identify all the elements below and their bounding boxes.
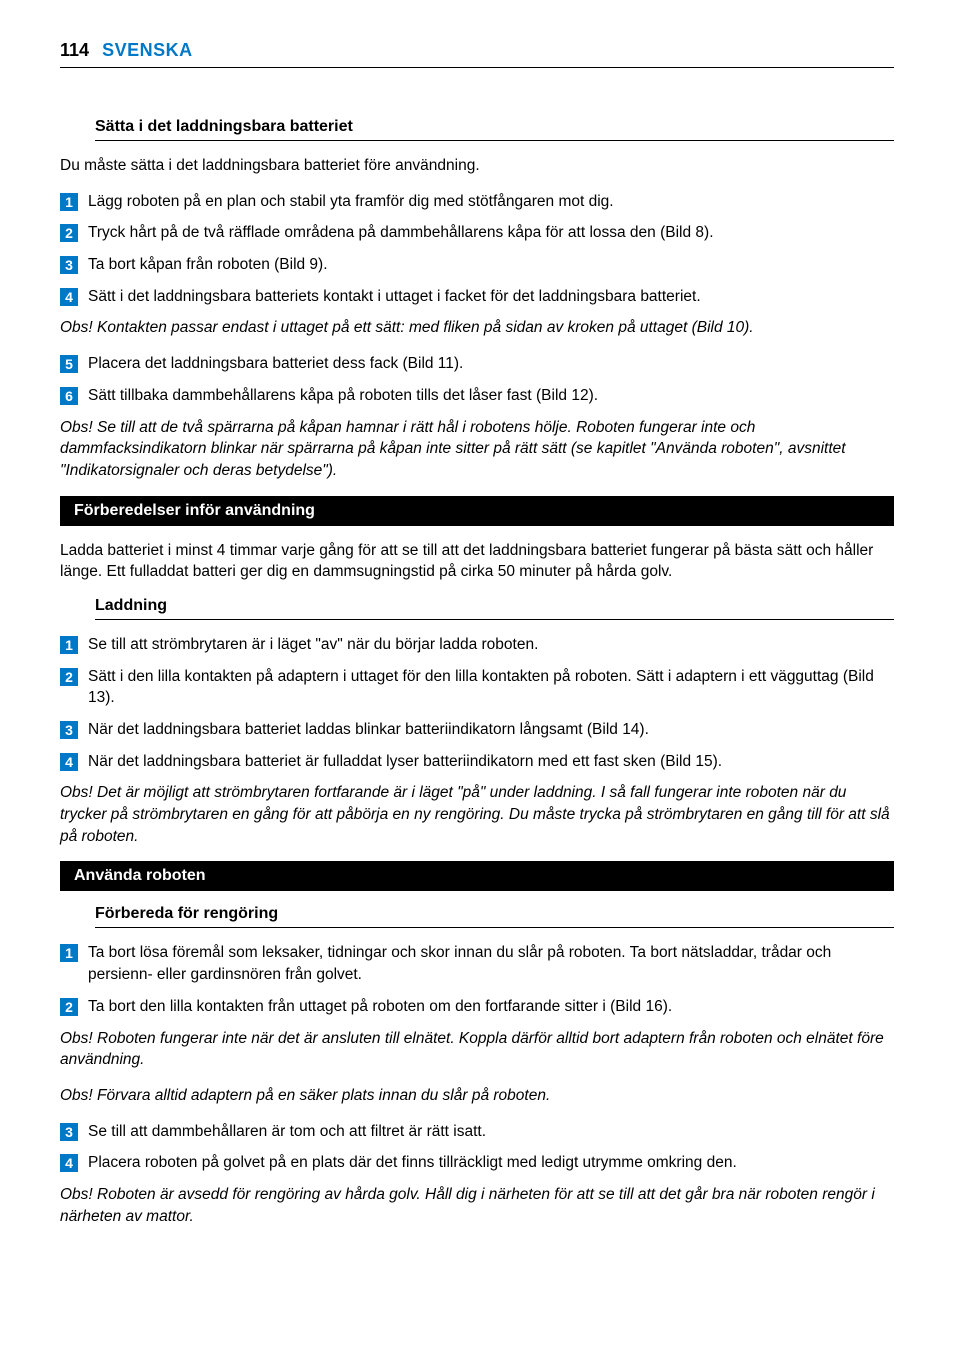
note-text: Obs! Roboten är avsedd för rengöring av … xyxy=(60,1184,894,1227)
subheading-insert-battery: Sätta i det laddningsbara batteriet xyxy=(95,118,894,141)
step-row: 4 Placera roboten på golvet på en plats … xyxy=(60,1152,894,1174)
step-number-icon: 4 xyxy=(60,1154,78,1172)
section-bar-using-robot: Använda roboten xyxy=(60,861,894,891)
step-number-icon: 1 xyxy=(60,944,78,962)
step-text: Tryck hårt på de två räfflade områdena p… xyxy=(88,222,714,244)
step-number-icon: 3 xyxy=(60,721,78,739)
step-row: 5 Placera det laddningsbara batteriet de… xyxy=(60,353,894,375)
step-text: Sätt i den lilla kontakten på adaptern i… xyxy=(88,666,894,709)
step-number-icon: 4 xyxy=(60,753,78,771)
step-row: 1 Ta bort lösa föremål som leksaker, tid… xyxy=(60,942,894,985)
step-text: Ta bort den lilla kontakten från uttaget… xyxy=(88,996,672,1018)
step-number-icon: 4 xyxy=(60,288,78,306)
step-row: 1 Lägg roboten på en plan och stabil yta… xyxy=(60,191,894,213)
note-text: Obs! Roboten fungerar inte när det är an… xyxy=(60,1028,894,1071)
note-text: Obs! Se till att de två spärrarna på kåp… xyxy=(60,417,894,482)
step-text: Sätt tillbaka dammbehållarens kåpa på ro… xyxy=(88,385,598,407)
step-row: 4 När det laddningsbara batteriet är ful… xyxy=(60,751,894,773)
step-row: 2 Ta bort den lilla kontakten från uttag… xyxy=(60,996,894,1018)
note-text: Obs! Det är möjligt att strömbrytaren fo… xyxy=(60,782,894,847)
step-text: Lägg roboten på en plan och stabil yta f… xyxy=(88,191,614,213)
step-row: 4 Sätt i det laddningsbara batteriets ko… xyxy=(60,286,894,308)
step-number-icon: 3 xyxy=(60,256,78,274)
step-row: 2 Sätt i den lilla kontakten på adaptern… xyxy=(60,666,894,709)
page-language: SVENSKA xyxy=(102,40,193,60)
step-number-icon: 6 xyxy=(60,387,78,405)
page-number: 114 xyxy=(60,40,89,60)
step-text: Se till att strömbrytaren är i läget "av… xyxy=(88,634,538,656)
step-row: 1 Se till att strömbrytaren är i läget "… xyxy=(60,634,894,656)
body-text: Ladda batteriet i minst 4 timmar varje g… xyxy=(60,540,894,583)
step-number-icon: 5 xyxy=(60,355,78,373)
step-text: Sätt i det laddningsbara batteriets kont… xyxy=(88,286,701,308)
page-header: 114 SVENSKA xyxy=(60,40,894,68)
step-text: Placera det laddningsbara batteriet dess… xyxy=(88,353,463,375)
step-row: 3 Ta bort kåpan från roboten (Bild 9). xyxy=(60,254,894,276)
step-number-icon: 1 xyxy=(60,193,78,211)
step-row: 6 Sätt tillbaka dammbehållarens kåpa på … xyxy=(60,385,894,407)
body-text: Du måste sätta i det laddningsbara batte… xyxy=(60,155,894,177)
step-number-icon: 2 xyxy=(60,998,78,1016)
step-row: 2 Tryck hårt på de två räfflade områdena… xyxy=(60,222,894,244)
step-text: Placera roboten på golvet på en plats dä… xyxy=(88,1152,737,1174)
step-text: Ta bort kåpan från roboten (Bild 9). xyxy=(88,254,328,276)
step-text: När det laddningsbara batteriet är fulla… xyxy=(88,751,722,773)
step-row: 3 När det laddningsbara batteriet laddas… xyxy=(60,719,894,741)
step-text: Se till att dammbehållaren är tom och at… xyxy=(88,1121,486,1143)
step-number-icon: 2 xyxy=(60,224,78,242)
step-number-icon: 2 xyxy=(60,668,78,686)
section-bar-preparations: Förberedelser inför användning xyxy=(60,496,894,526)
note-text: Obs! Förvara alltid adaptern på en säker… xyxy=(60,1085,894,1107)
subheading-charging: Laddning xyxy=(95,597,894,620)
note-text: Obs! Kontakten passar endast i uttaget p… xyxy=(60,317,894,339)
subheading-prepare-cleaning: Förbereda för rengöring xyxy=(95,905,894,928)
step-text: Ta bort lösa föremål som leksaker, tidni… xyxy=(88,942,894,985)
step-number-icon: 3 xyxy=(60,1123,78,1141)
step-number-icon: 1 xyxy=(60,636,78,654)
step-row: 3 Se till att dammbehållaren är tom och … xyxy=(60,1121,894,1143)
step-text: När det laddningsbara batteriet laddas b… xyxy=(88,719,649,741)
